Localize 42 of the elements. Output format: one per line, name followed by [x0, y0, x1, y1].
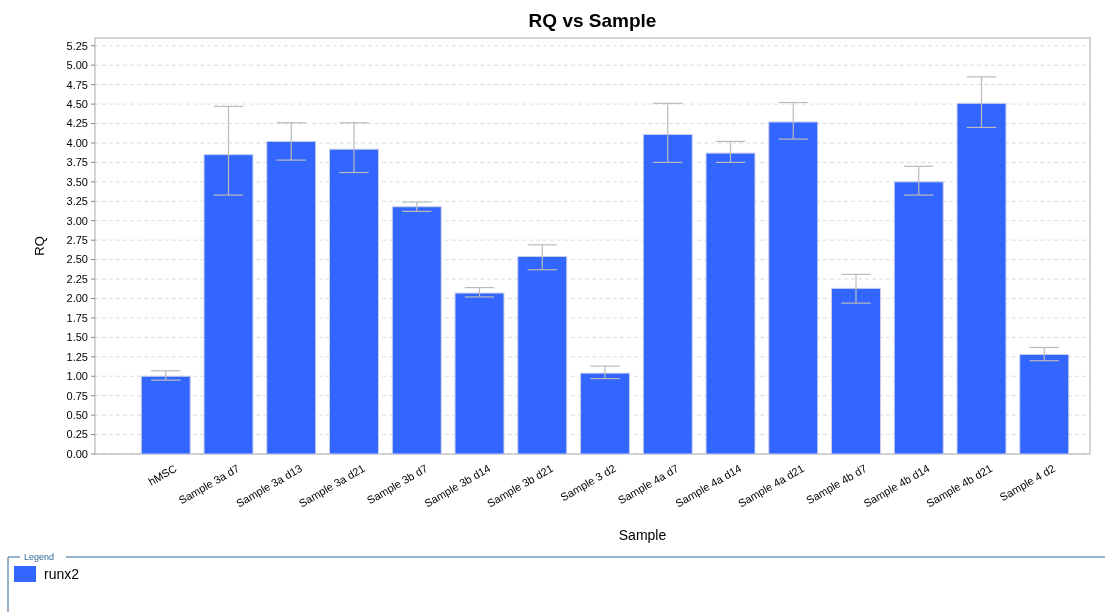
y-tick-label: 0.00	[66, 447, 88, 460]
bar	[454, 292, 505, 455]
bar	[329, 148, 379, 455]
y-tick-label: 0.50	[66, 408, 88, 421]
y-tick-label: 2.75	[66, 234, 88, 247]
chart-title: RQ vs Sample	[528, 10, 657, 31]
x-axis-title: Sample	[618, 527, 667, 543]
y-tick-label: 1.50	[66, 331, 88, 344]
y-tick-label: 4.00	[66, 136, 88, 149]
y-tick-label: 3.75	[66, 156, 88, 169]
y-tick-label: 1.25	[66, 350, 88, 363]
y-tick-label: 4.50	[66, 97, 88, 110]
y-tick-label: 1.00	[66, 370, 88, 383]
y-tick-label: 3.00	[66, 214, 88, 227]
bar	[1019, 353, 1070, 455]
y-tick-label: 0.25	[66, 428, 88, 441]
bar	[580, 372, 630, 455]
y-tick-label: 1.75	[66, 311, 88, 324]
y-tick-label: 4.75	[66, 78, 88, 91]
bar	[705, 152, 756, 455]
y-tick-label: 5.00	[66, 59, 88, 72]
y-tick-label: 3.50	[66, 175, 88, 188]
y-tick-label: 0.75	[66, 389, 88, 402]
bar	[893, 181, 944, 455]
bar	[956, 102, 1007, 455]
y-tick-label: 2.00	[66, 292, 88, 305]
y-tick-label: 2.25	[66, 272, 88, 285]
bar	[203, 154, 254, 455]
bar	[266, 140, 317, 455]
y-axis-title: RQ	[32, 236, 47, 256]
legend-title: Legend	[24, 552, 55, 562]
bar	[768, 121, 819, 455]
bar	[517, 256, 568, 455]
bar	[642, 133, 693, 455]
y-tick-label: 2.50	[66, 253, 88, 266]
y-tick-label: 4.25	[66, 117, 88, 130]
bar	[391, 206, 442, 455]
legend-label: runx2	[44, 565, 80, 582]
bar	[831, 287, 881, 455]
y-tick-label: 3.25	[66, 195, 88, 208]
y-tick-label: 5.25	[66, 39, 88, 52]
bar	[140, 375, 191, 455]
